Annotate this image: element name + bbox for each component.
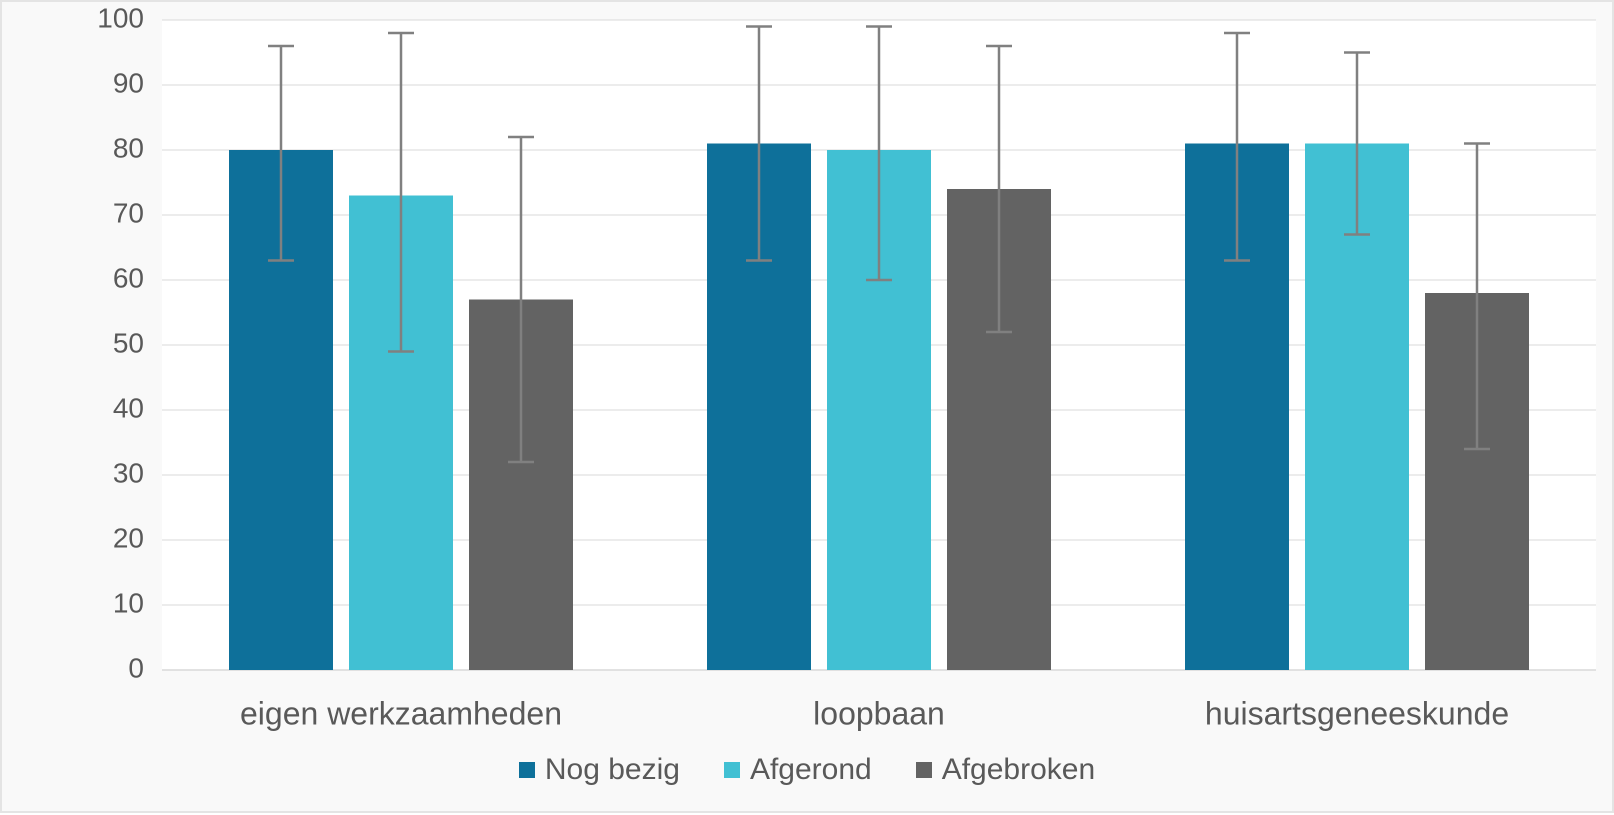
y-tick-label: 30 [113,457,144,488]
legend-label-nog-bezig: Nog bezig [545,753,680,787]
legend-item-afgebroken: Afgebroken [916,753,1095,787]
legend-item-afgerond: Afgerond [724,753,872,787]
y-tick-label: 90 [113,67,144,98]
y-tick-label: 100 [97,2,144,33]
y-tick-label: 70 [113,197,144,228]
legend-label-afgerond: Afgerond [750,753,872,787]
y-tick-label: 40 [113,392,144,423]
y-tick-label: 0 [128,652,144,683]
category-label: huisartsgeneeskunde [1205,695,1509,731]
chart-frame: 0 10 20 30 40 50 60 70 80 90 100 eigen werkzaamhede… [0,0,1614,813]
legend-swatch-nog-bezig [519,762,535,778]
legend-item-nog-bezig: Nog bezig [519,753,680,787]
y-tick-label: 50 [113,327,144,358]
category-label: eigen werkzaamheden [240,695,562,731]
legend-swatch-afgerond [724,762,740,778]
category-labels-layer: eigen werkzaamheden loopbaan huisartsgenee… [240,695,1509,731]
y-tick-label: 10 [113,587,144,618]
y-tick-label: 80 [113,132,144,163]
legend-label-afgebroken: Afgebroken [942,753,1095,787]
category-label: loopbaan [813,695,945,731]
chart-svg: 0 10 20 30 40 50 60 70 80 90 100 eigen werkzaamhede… [2,2,1614,815]
y-tick-label: 20 [113,522,144,553]
legend-swatch-afgebroken [916,762,932,778]
y-tick-label: 60 [113,262,144,293]
legend: Nog bezig Afgerond Afgebroken [2,753,1612,787]
